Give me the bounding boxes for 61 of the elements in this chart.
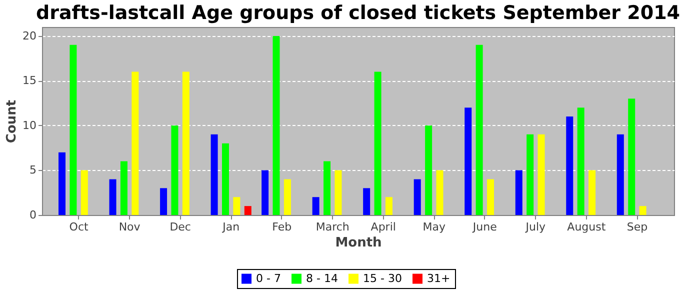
bar <box>538 134 545 215</box>
bar <box>233 197 240 215</box>
bar <box>272 36 280 215</box>
bar <box>109 179 116 215</box>
bar <box>222 143 229 215</box>
y-tick-label: 20 <box>22 29 36 42</box>
legend-label: 8 - 14 <box>306 272 338 285</box>
x-tick-label: Oct <box>69 220 89 234</box>
x-tick-label: Sep <box>626 220 648 234</box>
bar <box>374 72 382 215</box>
bar <box>58 152 66 215</box>
bar <box>526 134 534 215</box>
bar <box>414 179 421 215</box>
bar <box>160 188 168 215</box>
bar <box>385 197 392 215</box>
y-tick-label: 0 <box>30 208 36 222</box>
bar <box>628 98 636 215</box>
x-tick-label: July <box>524 220 546 234</box>
x-tick-label: Jan <box>222 220 240 234</box>
legend-label: 0 - 7 <box>256 272 281 285</box>
bar <box>171 125 178 215</box>
x-tick-label: Dec <box>170 220 191 234</box>
bar <box>262 170 269 215</box>
bar <box>566 116 574 215</box>
x-tick-label: March <box>316 220 350 234</box>
x-tick-label: May <box>422 220 446 234</box>
x-tick-label: Feb <box>272 220 292 234</box>
legend-label: 31+ <box>427 272 450 285</box>
y-axis-title: Count <box>4 100 20 144</box>
chart-title: drafts-lastcall Age groups of closed tickets September 2014 <box>36 2 680 24</box>
bar <box>577 108 584 215</box>
bar <box>80 170 88 215</box>
x-tick-label: June <box>472 220 498 234</box>
bar <box>312 197 320 215</box>
bar <box>476 44 483 215</box>
bar <box>464 108 472 215</box>
y-tick-label: 5 <box>30 164 36 177</box>
bar <box>70 44 77 215</box>
x-tick-label: Nov <box>118 220 141 234</box>
x-tick-label: April <box>370 220 396 234</box>
bar <box>588 170 596 215</box>
legend-label: 15 - 30 <box>363 272 402 285</box>
bar <box>210 134 218 215</box>
bar <box>487 179 494 215</box>
bar <box>436 170 444 215</box>
bar <box>182 72 190 215</box>
x-axis-title: Month <box>335 236 382 250</box>
bar <box>244 206 252 215</box>
x-tick-label: August <box>567 220 606 234</box>
y-tick-label: 10 <box>22 118 36 132</box>
bar <box>515 170 522 215</box>
bar <box>616 134 624 215</box>
bar <box>425 125 432 215</box>
bar <box>324 161 331 215</box>
bar <box>363 188 370 215</box>
bar <box>334 170 342 215</box>
bar <box>132 72 139 215</box>
bar <box>284 179 291 215</box>
bar <box>120 161 128 215</box>
bar <box>639 206 646 215</box>
y-tick-label: 15 <box>22 74 36 88</box>
